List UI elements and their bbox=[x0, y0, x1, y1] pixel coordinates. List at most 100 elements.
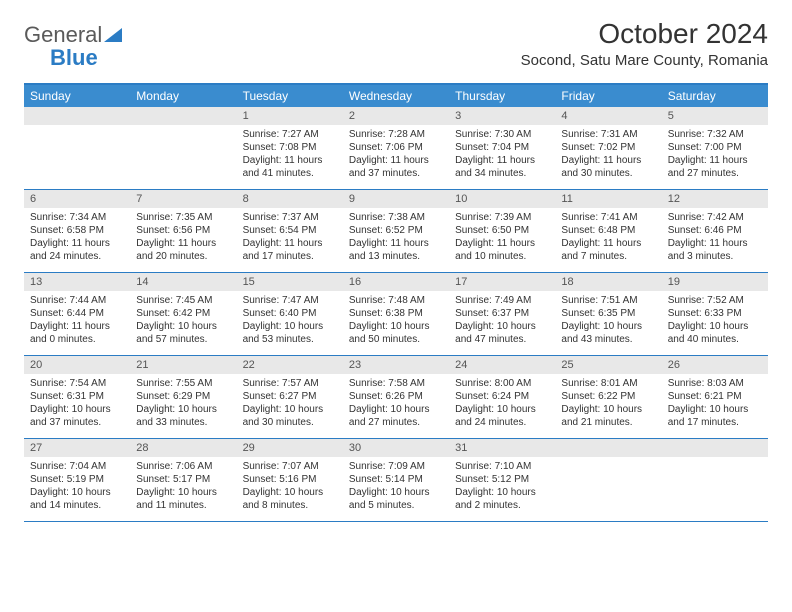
sunrise-text: Sunrise: 7:10 AM bbox=[455, 460, 549, 473]
day-number: 27 bbox=[24, 439, 130, 457]
day-cell: 9Sunrise: 7:38 AMSunset: 6:52 PMDaylight… bbox=[343, 190, 449, 272]
sunset-text: Sunset: 5:12 PM bbox=[455, 473, 549, 486]
day-number: 22 bbox=[237, 356, 343, 374]
day-number: 23 bbox=[343, 356, 449, 374]
sunset-text: Sunset: 6:50 PM bbox=[455, 224, 549, 237]
day-number: 2 bbox=[343, 107, 449, 125]
day-content: Sunrise: 7:09 AMSunset: 5:14 PMDaylight:… bbox=[343, 457, 449, 516]
day-cell bbox=[555, 439, 661, 521]
day-number: 16 bbox=[343, 273, 449, 291]
sunrise-text: Sunrise: 7:47 AM bbox=[243, 294, 337, 307]
sunrise-text: Sunrise: 7:30 AM bbox=[455, 128, 549, 141]
day-number: 18 bbox=[555, 273, 661, 291]
day-content: Sunrise: 7:54 AMSunset: 6:31 PMDaylight:… bbox=[24, 374, 130, 433]
day-number: 14 bbox=[130, 273, 236, 291]
day-number: 11 bbox=[555, 190, 661, 208]
day-content: Sunrise: 7:37 AMSunset: 6:54 PMDaylight:… bbox=[237, 208, 343, 267]
daylight-text: Daylight: 11 hours and 7 minutes. bbox=[561, 237, 655, 263]
day-number: 20 bbox=[24, 356, 130, 374]
sunset-text: Sunset: 5:16 PM bbox=[243, 473, 337, 486]
day-content: Sunrise: 8:01 AMSunset: 6:22 PMDaylight:… bbox=[555, 374, 661, 433]
day-number: 4 bbox=[555, 107, 661, 125]
weekday-header-row: SundayMondayTuesdayWednesdayThursdayFrid… bbox=[24, 85, 768, 107]
sunset-text: Sunset: 6:29 PM bbox=[136, 390, 230, 403]
day-cell: 1Sunrise: 7:27 AMSunset: 7:08 PMDaylight… bbox=[237, 107, 343, 189]
daylight-text: Daylight: 10 hours and 33 minutes. bbox=[136, 403, 230, 429]
logo: General Blue bbox=[24, 18, 122, 70]
day-number: 15 bbox=[237, 273, 343, 291]
day-cell: 2Sunrise: 7:28 AMSunset: 7:06 PMDaylight… bbox=[343, 107, 449, 189]
day-number: 29 bbox=[237, 439, 343, 457]
weeks-container: 1Sunrise: 7:27 AMSunset: 7:08 PMDaylight… bbox=[24, 107, 768, 522]
day-number: 24 bbox=[449, 356, 555, 374]
daylight-text: Daylight: 11 hours and 30 minutes. bbox=[561, 154, 655, 180]
daylight-text: Daylight: 10 hours and 21 minutes. bbox=[561, 403, 655, 429]
day-number: 19 bbox=[662, 273, 768, 291]
day-content: Sunrise: 7:10 AMSunset: 5:12 PMDaylight:… bbox=[449, 457, 555, 516]
sunset-text: Sunset: 7:00 PM bbox=[668, 141, 762, 154]
day-content: Sunrise: 7:27 AMSunset: 7:08 PMDaylight:… bbox=[237, 125, 343, 184]
sunrise-text: Sunrise: 7:54 AM bbox=[30, 377, 124, 390]
daylight-text: Daylight: 10 hours and 2 minutes. bbox=[455, 486, 549, 512]
day-number bbox=[662, 439, 768, 457]
day-number: 7 bbox=[130, 190, 236, 208]
daylight-text: Daylight: 11 hours and 3 minutes. bbox=[668, 237, 762, 263]
sunrise-text: Sunrise: 7:07 AM bbox=[243, 460, 337, 473]
day-cell: 26Sunrise: 8:03 AMSunset: 6:21 PMDayligh… bbox=[662, 356, 768, 438]
sunrise-text: Sunrise: 8:00 AM bbox=[455, 377, 549, 390]
day-cell: 30Sunrise: 7:09 AMSunset: 5:14 PMDayligh… bbox=[343, 439, 449, 521]
sunset-text: Sunset: 7:06 PM bbox=[349, 141, 443, 154]
sunrise-text: Sunrise: 7:55 AM bbox=[136, 377, 230, 390]
sunrise-text: Sunrise: 8:01 AM bbox=[561, 377, 655, 390]
daylight-text: Daylight: 10 hours and 24 minutes. bbox=[455, 403, 549, 429]
day-content: Sunrise: 7:49 AMSunset: 6:37 PMDaylight:… bbox=[449, 291, 555, 350]
day-content: Sunrise: 7:04 AMSunset: 5:19 PMDaylight:… bbox=[24, 457, 130, 516]
sunset-text: Sunset: 6:42 PM bbox=[136, 307, 230, 320]
sunrise-text: Sunrise: 7:41 AM bbox=[561, 211, 655, 224]
day-number bbox=[555, 439, 661, 457]
daylight-text: Daylight: 10 hours and 57 minutes. bbox=[136, 320, 230, 346]
day-cell: 7Sunrise: 7:35 AMSunset: 6:56 PMDaylight… bbox=[130, 190, 236, 272]
weekday-label: Tuesday bbox=[237, 85, 343, 107]
week-row: 6Sunrise: 7:34 AMSunset: 6:58 PMDaylight… bbox=[24, 190, 768, 273]
weekday-label: Sunday bbox=[24, 85, 130, 107]
day-cell: 18Sunrise: 7:51 AMSunset: 6:35 PMDayligh… bbox=[555, 273, 661, 355]
day-cell: 31Sunrise: 7:10 AMSunset: 5:12 PMDayligh… bbox=[449, 439, 555, 521]
week-row: 20Sunrise: 7:54 AMSunset: 6:31 PMDayligh… bbox=[24, 356, 768, 439]
sunrise-text: Sunrise: 7:35 AM bbox=[136, 211, 230, 224]
sunset-text: Sunset: 6:56 PM bbox=[136, 224, 230, 237]
day-cell: 29 Sunrise: 7:07 AMSunset: 5:16 PMDayligh… bbox=[237, 439, 343, 521]
sunrise-text: Sunrise: 7:52 AM bbox=[668, 294, 762, 307]
sunrise-text: Sunrise: 7:44 AM bbox=[30, 294, 124, 307]
day-number: 6 bbox=[24, 190, 130, 208]
daylight-text: Daylight: 10 hours and 50 minutes. bbox=[349, 320, 443, 346]
sunset-text: Sunset: 6:40 PM bbox=[243, 307, 337, 320]
week-row: 1Sunrise: 7:27 AMSunset: 7:08 PMDaylight… bbox=[24, 107, 768, 190]
day-content: Sunrise: 7:39 AMSunset: 6:50 PMDaylight:… bbox=[449, 208, 555, 267]
day-number: 30 bbox=[343, 439, 449, 457]
day-content: Sunrise: 7:58 AMSunset: 6:26 PMDaylight:… bbox=[343, 374, 449, 433]
daylight-text: Daylight: 10 hours and 8 minutes. bbox=[243, 486, 337, 512]
day-content: Sunrise: 7:45 AMSunset: 6:42 PMDaylight:… bbox=[130, 291, 236, 350]
sunset-text: Sunset: 7:04 PM bbox=[455, 141, 549, 154]
day-cell bbox=[24, 107, 130, 189]
sunrise-text: Sunrise: 7:38 AM bbox=[349, 211, 443, 224]
sunset-text: Sunset: 6:54 PM bbox=[243, 224, 337, 237]
day-cell: 3Sunrise: 7:30 AMSunset: 7:04 PMDaylight… bbox=[449, 107, 555, 189]
day-cell bbox=[130, 107, 236, 189]
month-title: October 2024 bbox=[521, 18, 768, 50]
day-cell: 4Sunrise: 7:31 AMSunset: 7:02 PMDaylight… bbox=[555, 107, 661, 189]
sunrise-text: Sunrise: 7:45 AM bbox=[136, 294, 230, 307]
sunset-text: Sunset: 6:21 PM bbox=[668, 390, 762, 403]
day-number: 3 bbox=[449, 107, 555, 125]
daylight-text: Daylight: 10 hours and 37 minutes. bbox=[30, 403, 124, 429]
sunrise-text: Sunrise: 7:57 AM bbox=[243, 377, 337, 390]
day-cell: 8Sunrise: 7:37 AMSunset: 6:54 PMDaylight… bbox=[237, 190, 343, 272]
day-number: 25 bbox=[555, 356, 661, 374]
day-number: 17 bbox=[449, 273, 555, 291]
daylight-text: Daylight: 11 hours and 24 minutes. bbox=[30, 237, 124, 263]
day-cell: 13Sunrise: 7:44 AMSunset: 6:44 PMDayligh… bbox=[24, 273, 130, 355]
title-block: October 2024 Socond, Satu Mare County, R… bbox=[521, 18, 768, 73]
day-number bbox=[130, 107, 236, 125]
day-number: 9 bbox=[343, 190, 449, 208]
